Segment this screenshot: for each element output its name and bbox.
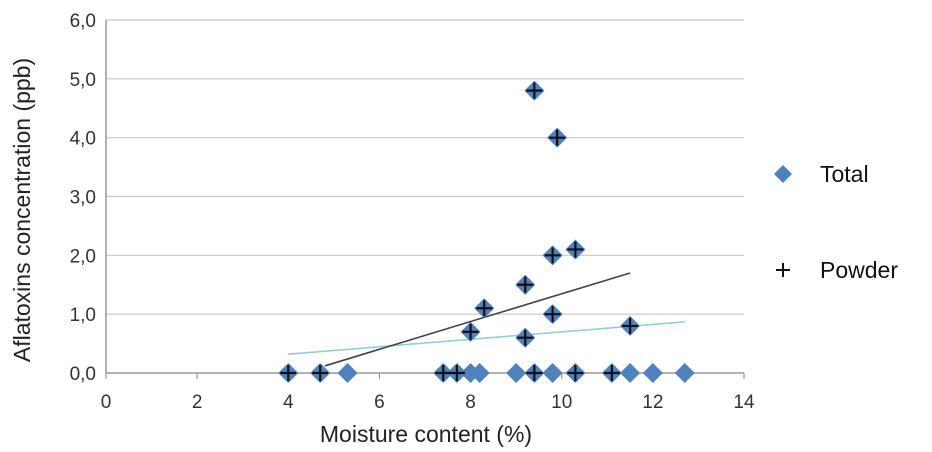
data-point-powder [549,129,566,146]
data-point-powder [312,365,329,381]
data-point-powder [526,82,543,99]
y-tick-label: 3,0 [70,188,96,209]
data-point-total [469,363,490,383]
legend: Total Powder [774,161,898,283]
data-point-powder [622,317,639,334]
data-point-powder [280,365,297,381]
x-tick-label: 14 [733,392,755,413]
data-point-powder [603,365,620,381]
data-point-powder [567,241,584,258]
legend-item-powder: Powder [776,257,898,283]
data-point-powder [517,276,534,293]
x-tick-label: 6 [374,392,385,413]
x-tick-label: 4 [283,392,294,413]
legend-diamond-marker [774,165,792,183]
x-tick-label: 10 [551,392,572,413]
legend-label-total: Total [820,161,869,187]
x-axis-title: Moisture content (%) [320,421,532,447]
data-point-total [620,363,641,383]
y-axis-title: Aflatoxins concentration (ppb) [9,58,35,362]
data-point-total [337,363,358,383]
data-point-powder [544,247,561,264]
x-tick-label: 8 [465,392,476,413]
legend-label-powder: Powder [820,257,898,283]
data-point-powder [526,365,543,381]
trendline-powder [324,272,631,367]
tick-labels: 0,0 1,0 2,0 3,0 4,0 5,0 6,0 0 2 4 6 8 10 12 14 [70,11,755,413]
x-tick-label: 0 [101,392,112,413]
y-tick-label: 5,0 [70,70,96,91]
y-tick-label: 0,0 [70,364,96,385]
y-tick-label: 2,0 [70,246,96,267]
data-point-powder [462,323,479,340]
trendlines [288,272,685,367]
data-point-total [674,363,695,383]
gridlines [106,19,744,315]
y-tick-label: 6,0 [70,11,96,32]
trendline-total [288,321,685,355]
data-point-total [542,363,563,383]
y-tick-label: 4,0 [70,129,96,150]
x-tick-label: 12 [642,392,663,413]
data-point-powder [544,306,561,323]
data-point-powder [476,300,493,317]
data-point-total [642,363,663,383]
data-point-powder [435,365,452,381]
y-tick-label: 1,0 [70,305,96,326]
data-point-powder [448,365,465,381]
legend-plus-marker [776,263,790,277]
data-point-powder [517,329,534,346]
data-points [278,80,695,383]
data-point-powder [567,365,584,381]
x-tick-label: 2 [192,392,203,413]
data-point-total [506,363,527,383]
legend-item-total: Total [774,161,869,187]
